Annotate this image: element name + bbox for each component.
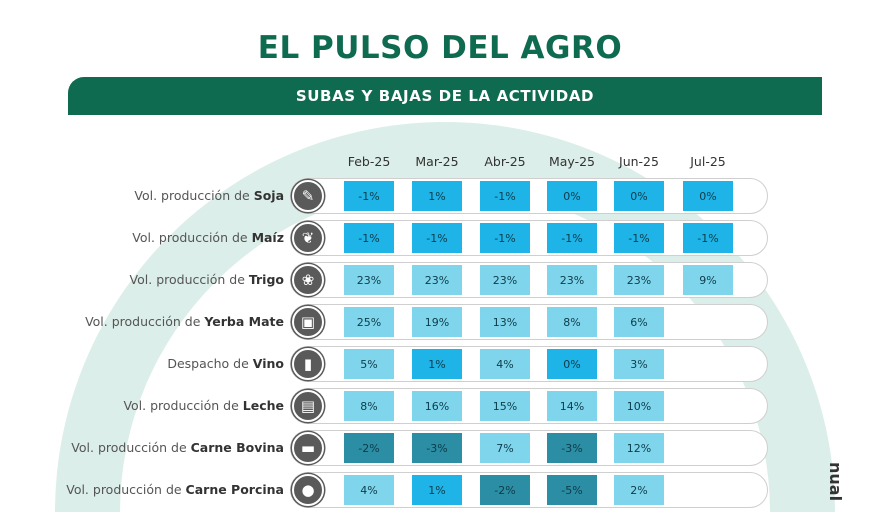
value-cell: 23% xyxy=(412,265,462,295)
value-cell: 4% xyxy=(480,349,530,379)
value-cell: 7% xyxy=(480,433,530,463)
column-header: May-25 xyxy=(548,154,596,169)
row-label-prefix: Vol. producción de xyxy=(123,398,243,413)
value-cell: 14% xyxy=(547,391,597,421)
value-cell: 19% xyxy=(412,307,462,337)
table-row: Vol. producción de Leche ▤ 8% 16% 15% 14% 10% xyxy=(0,387,880,427)
row-label-prefix: Vol. producción de xyxy=(85,314,205,329)
table-row: Despacho de Vino ▮ 5% 1% 4% 0% 3% xyxy=(0,345,880,385)
value-cell: -3% xyxy=(412,433,462,463)
value-cell: 3% xyxy=(614,349,664,379)
row-label-prefix: Vol. producción de xyxy=(132,230,252,245)
value-cell: 9% xyxy=(683,265,733,295)
row-label-name: Soja xyxy=(253,188,284,203)
row-label: Vol. producción de Carne Bovina xyxy=(71,440,284,455)
row-label-prefix: Vol. producción de xyxy=(66,482,186,497)
row-label: Vol. producción de Soja xyxy=(134,188,284,203)
value-cell: -3% xyxy=(547,433,597,463)
value-cell: 10% xyxy=(614,391,664,421)
value-cell: 16% xyxy=(412,391,462,421)
table-row: Vol. producción de Soja ✎ -1% 1% -1% 0% 0% 0% xyxy=(0,177,880,217)
page-title: EL PULSO DEL AGRO xyxy=(257,30,623,66)
row-label-prefix: Vol. producción de xyxy=(129,272,249,287)
value-cell: 4% xyxy=(344,475,394,505)
row-label: Vol. producción de Trigo xyxy=(130,272,284,287)
subtitle-text: SUBAS Y BAJAS DE LA ACTIVIDAD xyxy=(295,87,595,105)
yerba-mate-icon: ▣ xyxy=(292,306,324,338)
table-row: Vol. producción de Carne Bovina ▬ -2% -3% 7%… xyxy=(0,429,880,469)
value-cell: 23% xyxy=(480,265,530,295)
value-cell: 5% xyxy=(344,349,394,379)
value-cell: 8% xyxy=(344,391,394,421)
value-cell: 23% xyxy=(614,265,664,295)
value-cell: 1% xyxy=(412,349,462,379)
cow-icon: ▬ xyxy=(292,432,324,464)
value-cell: -1% xyxy=(614,223,664,253)
row-label-prefix: Vol. producción de xyxy=(71,440,191,455)
column-header: Feb-25 xyxy=(347,154,391,169)
column-header: Jun-25 xyxy=(619,154,659,169)
row-label-prefix: Despacho de xyxy=(167,356,253,371)
table-row: Vol. producción de Carne Porcina ● 4% 1% -2%… xyxy=(0,471,880,511)
corn-icon: ❦ xyxy=(292,222,324,254)
side-text: nual xyxy=(826,462,845,502)
row-label: Vol. producción de Maíz xyxy=(132,230,284,245)
value-cell: 0% xyxy=(683,181,733,211)
pig-icon: ● xyxy=(292,474,324,506)
value-cell: 25% xyxy=(344,307,394,337)
value-cell: 13% xyxy=(480,307,530,337)
value-cell: 6% xyxy=(614,307,664,337)
value-cell: -1% xyxy=(480,223,530,253)
value-cell: 23% xyxy=(344,265,394,295)
wheat-icon: ❀ xyxy=(292,264,324,296)
value-cell: 0% xyxy=(547,349,597,379)
row-label-name: Leche xyxy=(242,398,284,413)
value-cell: 0% xyxy=(614,181,664,211)
row-label-name: Yerba Mate xyxy=(204,314,284,329)
value-cell: -5% xyxy=(547,475,597,505)
value-cell: 8% xyxy=(547,307,597,337)
row-label: Vol. producción de Yerba Mate xyxy=(85,314,284,329)
column-header: Abr-25 xyxy=(484,154,526,169)
row-label-prefix: Vol. producción de xyxy=(134,188,254,203)
value-cell: 0% xyxy=(547,181,597,211)
value-cell: 12% xyxy=(614,433,664,463)
row-label: Vol. producción de Carne Porcina xyxy=(66,482,284,497)
value-cell: 23% xyxy=(547,265,597,295)
wine-bottle-icon: ▮ xyxy=(292,348,324,380)
value-cell: -1% xyxy=(344,223,394,253)
value-cell: 15% xyxy=(480,391,530,421)
table-row: Vol. producción de Yerba Mate ▣ 25% 19% 13% 8… xyxy=(0,303,880,343)
value-cell: -1% xyxy=(480,181,530,211)
value-cell: 2% xyxy=(614,475,664,505)
table-row: Vol. producción de Maíz ❦ -1% -1% -1% -1% -1% -… xyxy=(0,219,880,259)
value-cell: 1% xyxy=(412,181,462,211)
subtitle-banner: SUBAS Y BAJAS DE LA ACTIVIDAD xyxy=(68,77,822,115)
column-header: Mar-25 xyxy=(415,154,459,169)
value-cell: -1% xyxy=(344,181,394,211)
value-cell: -1% xyxy=(547,223,597,253)
value-cell: 1% xyxy=(412,475,462,505)
row-label-name: Carne Porcina xyxy=(185,482,284,497)
milk-icon: ▤ xyxy=(292,390,324,422)
row-label-name: Trigo xyxy=(248,272,284,287)
soy-icon: ✎ xyxy=(292,180,324,212)
row-label: Despacho de Vino xyxy=(167,356,284,371)
value-cell: -2% xyxy=(480,475,530,505)
value-cell: -1% xyxy=(683,223,733,253)
column-header: Jul-25 xyxy=(690,154,726,169)
row-label: Vol. producción de Leche xyxy=(123,398,284,413)
row-label-name: Vino xyxy=(252,356,284,371)
row-label-name: Carne Bovina xyxy=(190,440,284,455)
value-cell: -2% xyxy=(344,433,394,463)
row-label-name: Maíz xyxy=(251,230,284,245)
table-row: Vol. producción de Trigo ❀ 23% 23% 23% 23% 23%… xyxy=(0,261,880,301)
value-cell: -1% xyxy=(412,223,462,253)
